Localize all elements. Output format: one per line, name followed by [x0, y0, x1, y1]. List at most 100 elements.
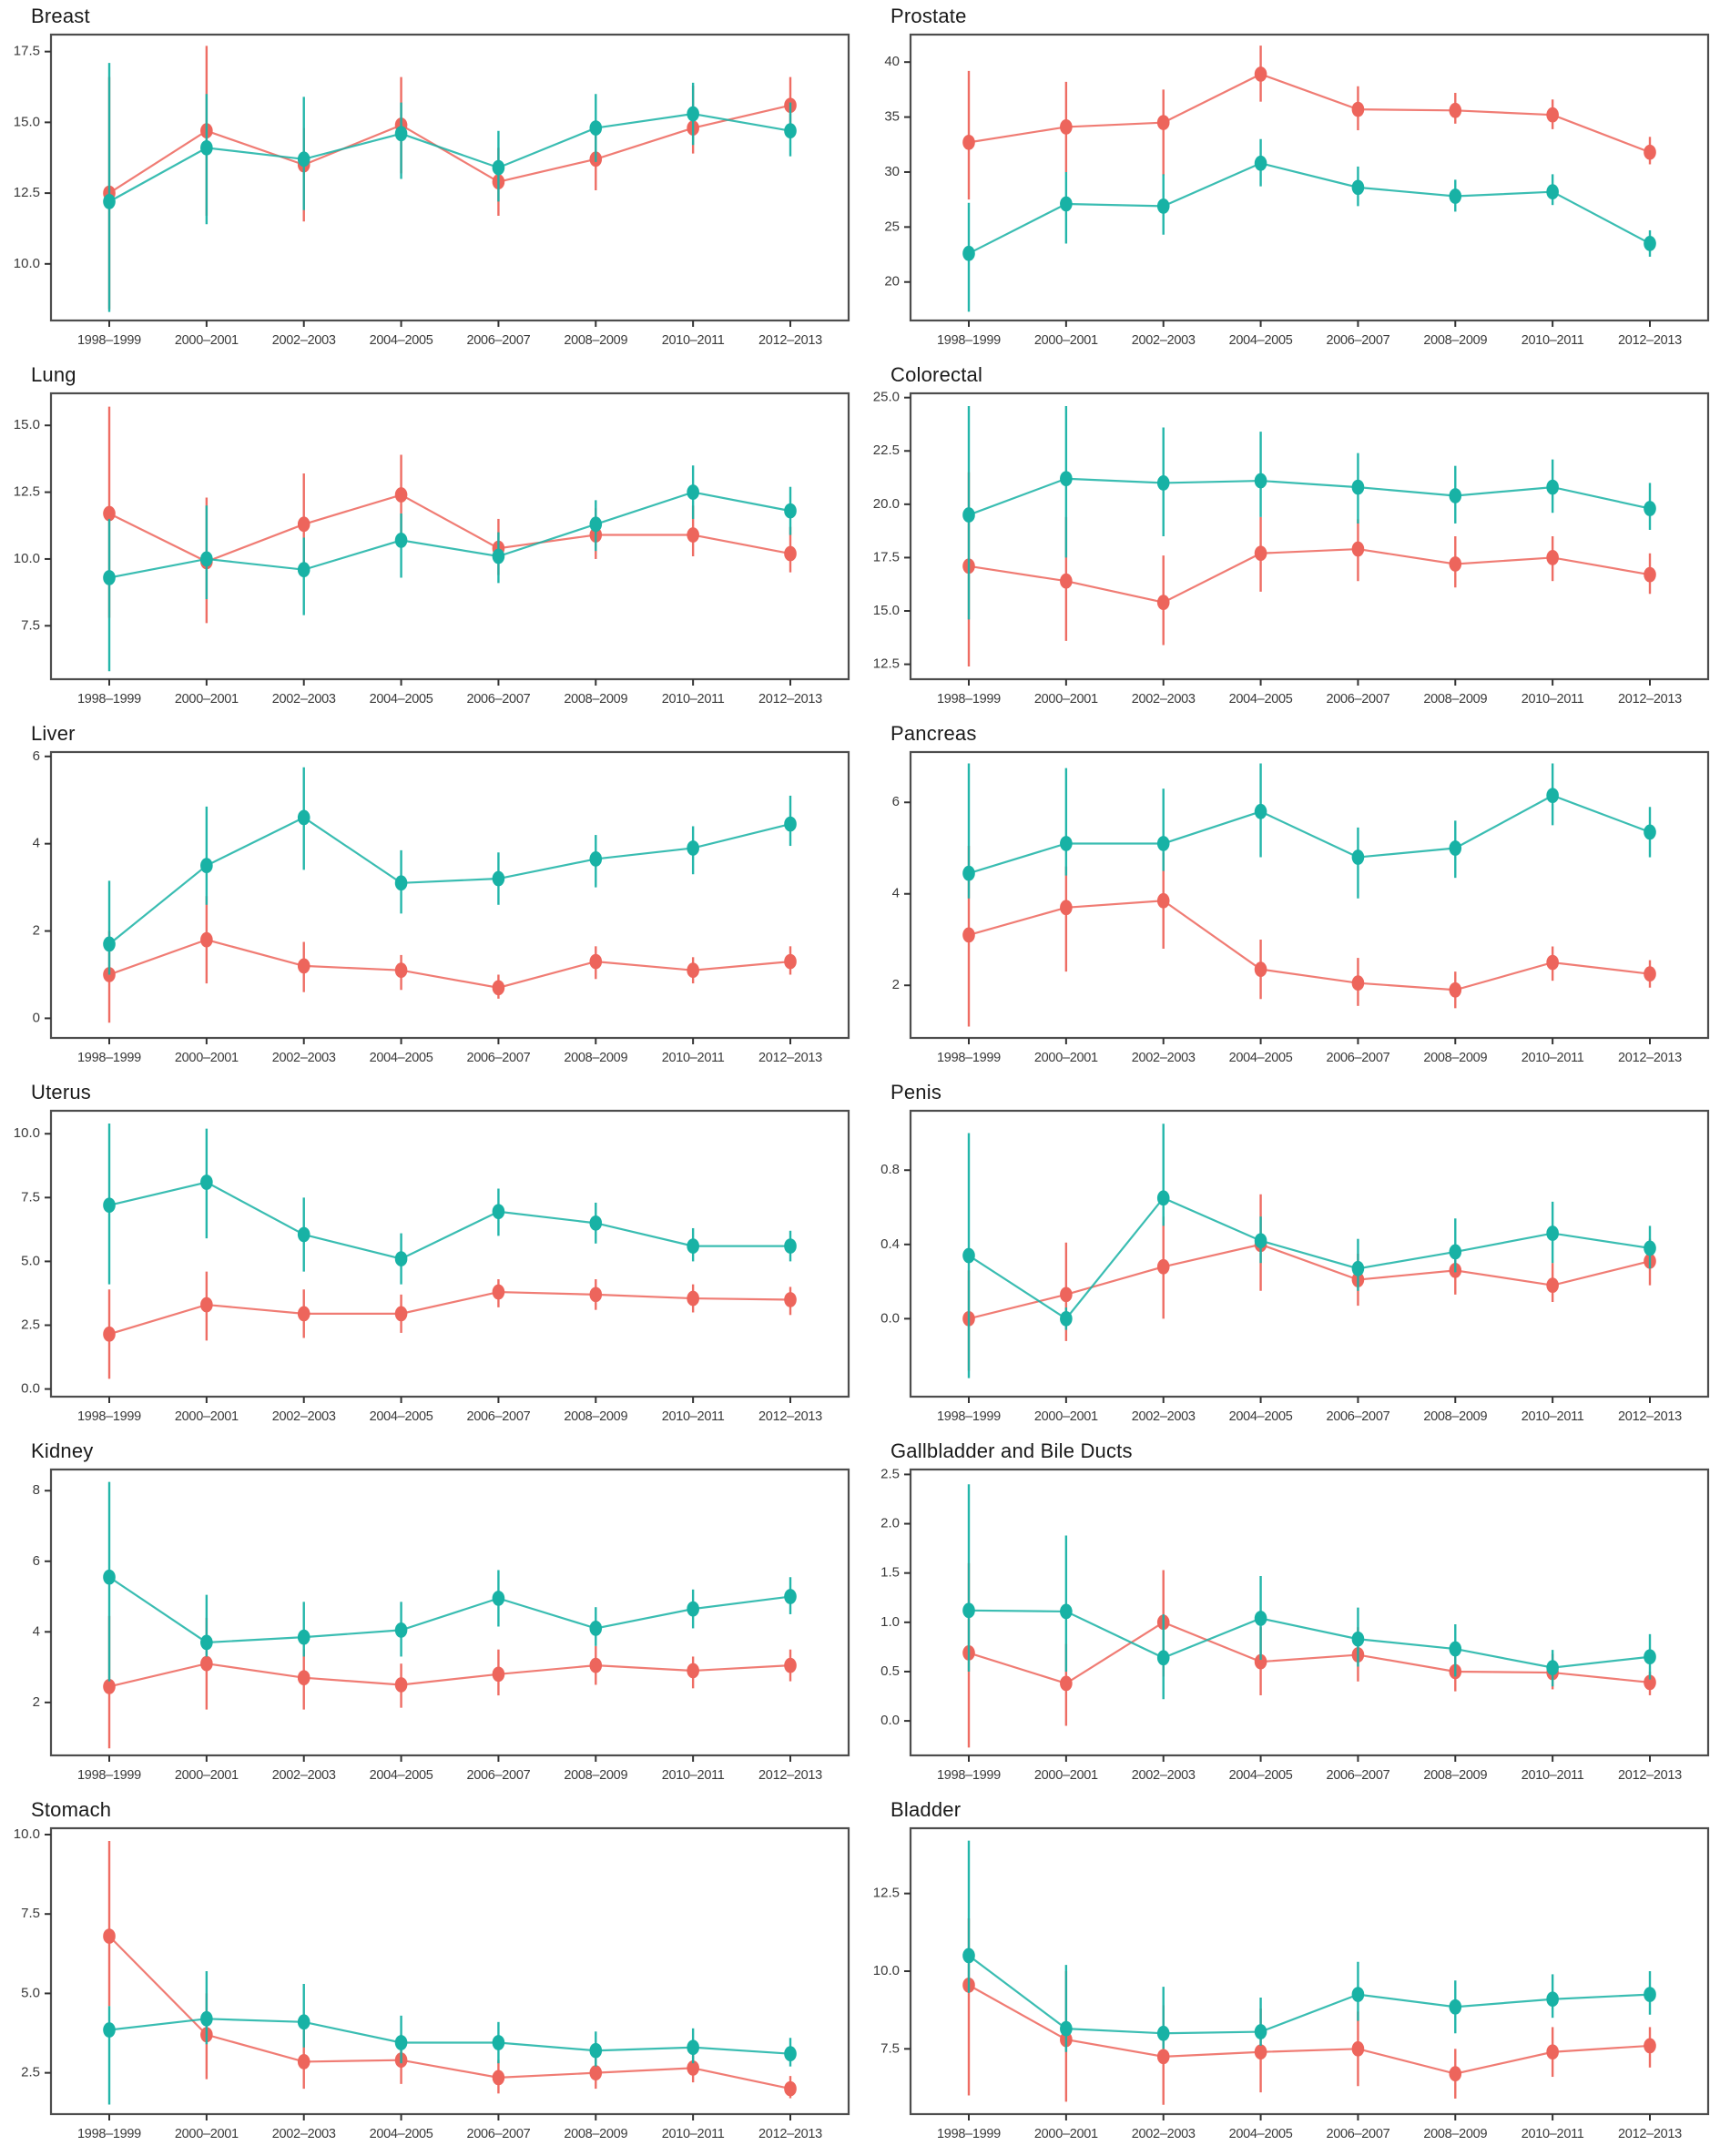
svg-text:25.0: 25.0	[873, 390, 900, 405]
svg-text:2000–2001: 2000–2001	[175, 333, 239, 348]
svg-text:8: 8	[33, 1482, 40, 1498]
svg-text:6: 6	[33, 748, 40, 764]
svg-text:6: 6	[892, 794, 900, 809]
chart-plot: 0.0 2.5 5.0 7.5 10.0 1998–1999 2000–2001 2002–2…	[14, 1109, 850, 1424]
svg-text:10.0: 10.0	[14, 1826, 40, 1842]
chart-plot: 7.5 10.0 12.5 15.0 1998–1999 2000–2001 2002–20…	[14, 392, 850, 707]
svg-text:2002–2003: 2002–2003	[1132, 1051, 1196, 1065]
svg-text:2000–2001: 2000–2001	[175, 2127, 239, 2141]
chart-title: Pancreas	[891, 722, 977, 745]
chart-panel-uterus: Uterus 0.0 2.5 5.0 7.5 10.0 1998–1999 2000–200…	[0, 1076, 860, 1435]
svg-text:2.5: 2.5	[21, 2065, 40, 2080]
svg-text:2000–2001: 2000–2001	[1034, 1409, 1098, 1424]
svg-text:1998–1999: 1998–1999	[77, 1051, 141, 1065]
svg-text:2004–2005: 2004–2005	[1229, 692, 1293, 707]
svg-text:2010–2011: 2010–2011	[1522, 333, 1584, 348]
svg-text:2004–2005: 2004–2005	[370, 692, 433, 707]
chart-title: Lung	[31, 363, 76, 386]
chart-panel-lung: Lung 7.5 10.0 12.5 15.0 1998–1999 2000–2001 20…	[0, 359, 860, 717]
svg-text:2010–2011: 2010–2011	[662, 1409, 725, 1424]
svg-text:2008–2009: 2008–2009	[1423, 2127, 1487, 2141]
svg-text:10.0: 10.0	[873, 1963, 900, 1978]
svg-text:35: 35	[884, 109, 900, 125]
svg-text:1998–1999: 1998–1999	[77, 2127, 141, 2141]
svg-text:2: 2	[33, 1694, 40, 1710]
chart-plot: 10.0 12.5 15.0 17.5 1998–1999 2000–2001 2002–2…	[14, 33, 850, 348]
svg-text:2: 2	[33, 923, 40, 939]
svg-text:2008–2009: 2008–2009	[564, 2127, 627, 2141]
svg-text:12.5: 12.5	[14, 185, 40, 200]
svg-text:2008–2009: 2008–2009	[1423, 1768, 1487, 1783]
chart-title: Gallbladder and Bile Ducts	[891, 1439, 1133, 1462]
svg-text:10.0: 10.0	[14, 551, 40, 566]
svg-text:2.5: 2.5	[21, 1317, 40, 1332]
svg-text:2012–2013: 2012–2013	[1618, 333, 1682, 348]
chart-title: Bladder	[891, 1798, 962, 1821]
chart-title: Uterus	[31, 1081, 91, 1103]
chart-plot: 0.0 0.5 1.0 1.5 2.0 2.5 1998–1999 2000–2001 2002…	[880, 1466, 1710, 1783]
chart-title: Liver	[31, 722, 76, 745]
svg-text:2012–2013: 2012–2013	[758, 1768, 822, 1783]
chart-panel-stomach: Stomach 2.5 5.0 7.5 10.0 1998–1999 2000–2001 2…	[0, 1794, 860, 2152]
svg-text:2010–2011: 2010–2011	[1522, 1409, 1584, 1424]
chart-panel-colorectal: Colorectal 12.5 15.0 17.5 20.0 22.5 25.0 1998–…	[860, 359, 1719, 717]
svg-text:2000–2001: 2000–2001	[175, 692, 239, 707]
svg-text:2008–2009: 2008–2009	[1423, 1409, 1487, 1424]
svg-text:2008–2009: 2008–2009	[564, 692, 627, 707]
svg-text:1998–1999: 1998–1999	[937, 2127, 1001, 2141]
chart-panel-gallbladder: Gallbladder and Bile Ducts 0.0 0.5 1.0 1.5 2…	[860, 1435, 1719, 1794]
svg-text:2012–2013: 2012–2013	[1618, 1409, 1682, 1424]
svg-text:2002–2003: 2002–2003	[272, 1409, 336, 1424]
svg-text:2002–2003: 2002–2003	[1132, 692, 1196, 707]
chart-title: Penis	[891, 1081, 942, 1103]
chart-title: Colorectal	[891, 363, 983, 386]
svg-text:2000–2001: 2000–2001	[1034, 2127, 1098, 2141]
svg-text:1998–1999: 1998–1999	[937, 692, 1001, 707]
svg-text:2010–2011: 2010–2011	[662, 2127, 725, 2141]
svg-text:2008–2009: 2008–2009	[564, 1051, 627, 1065]
svg-text:2000–2001: 2000–2001	[1034, 692, 1098, 707]
svg-text:2010–2011: 2010–2011	[662, 1051, 725, 1065]
chart-panel-breast: Breast 10.0 12.5 15.0 17.5 1998–1999 2000–200…	[0, 0, 860, 359]
chart-panel-bladder: Bladder 7.5 10.0 12.5 1998–1999 2000–2001 200…	[860, 1794, 1719, 2152]
svg-text:15.0: 15.0	[873, 603, 900, 618]
svg-text:2002–2003: 2002–2003	[272, 333, 336, 348]
svg-text:7.5: 7.5	[880, 2040, 900, 2056]
svg-text:15.0: 15.0	[14, 114, 40, 129]
svg-text:6: 6	[33, 1553, 40, 1569]
svg-text:2004–2005: 2004–2005	[370, 1051, 433, 1065]
svg-text:2008–2009: 2008–2009	[1423, 1051, 1487, 1065]
chart-panel-pancreas: Pancreas 2 4 6 1998–1999 2000–2001 2002–2003 2…	[860, 717, 1719, 1076]
svg-text:2012–2013: 2012–2013	[1618, 1051, 1682, 1065]
svg-text:2000–2001: 2000–2001	[1034, 1768, 1098, 1783]
svg-text:2012–2013: 2012–2013	[1618, 692, 1682, 707]
svg-text:0.8: 0.8	[880, 1162, 900, 1177]
chart-panel-penis: Penis 0.0 0.4 0.8 1998–1999 2000–2001 2002–20…	[860, 1076, 1719, 1435]
svg-text:2010–2011: 2010–2011	[1522, 2127, 1584, 2141]
svg-text:1998–1999: 1998–1999	[937, 1409, 1001, 1424]
svg-text:2008–2009: 2008–2009	[564, 1409, 627, 1424]
svg-text:12.5: 12.5	[873, 1886, 900, 1901]
svg-text:0: 0	[33, 1010, 40, 1025]
svg-text:0.0: 0.0	[880, 1310, 900, 1326]
chart-plot: 12.5 15.0 17.5 20.0 22.5 25.0 1998–1999 2000–20…	[873, 390, 1710, 707]
chart-panel-kidney: Kidney 2 4 6 8 1998–1999 2000–2001 2002–2003 20…	[0, 1435, 860, 1794]
svg-text:2012–2013: 2012–2013	[1618, 2127, 1682, 2141]
chart-title: Stomach	[31, 1798, 112, 1821]
svg-text:2004–2005: 2004–2005	[1229, 1409, 1293, 1424]
svg-text:2010–2011: 2010–2011	[662, 1768, 725, 1783]
svg-text:2010–2011: 2010–2011	[1522, 1051, 1584, 1065]
svg-text:4: 4	[33, 1623, 40, 1639]
svg-text:2006–2007: 2006–2007	[466, 1768, 530, 1783]
svg-text:2012–2013: 2012–2013	[758, 2127, 822, 2141]
svg-text:2008–2009: 2008–2009	[1423, 333, 1487, 348]
svg-text:7.5: 7.5	[21, 617, 40, 633]
svg-text:25: 25	[884, 219, 900, 234]
svg-text:2004–2005: 2004–2005	[1229, 333, 1293, 348]
svg-text:12.5: 12.5	[14, 484, 40, 500]
svg-text:12.5: 12.5	[873, 656, 900, 672]
svg-text:1998–1999: 1998–1999	[937, 1768, 1001, 1783]
svg-text:5.0: 5.0	[21, 1253, 40, 1268]
